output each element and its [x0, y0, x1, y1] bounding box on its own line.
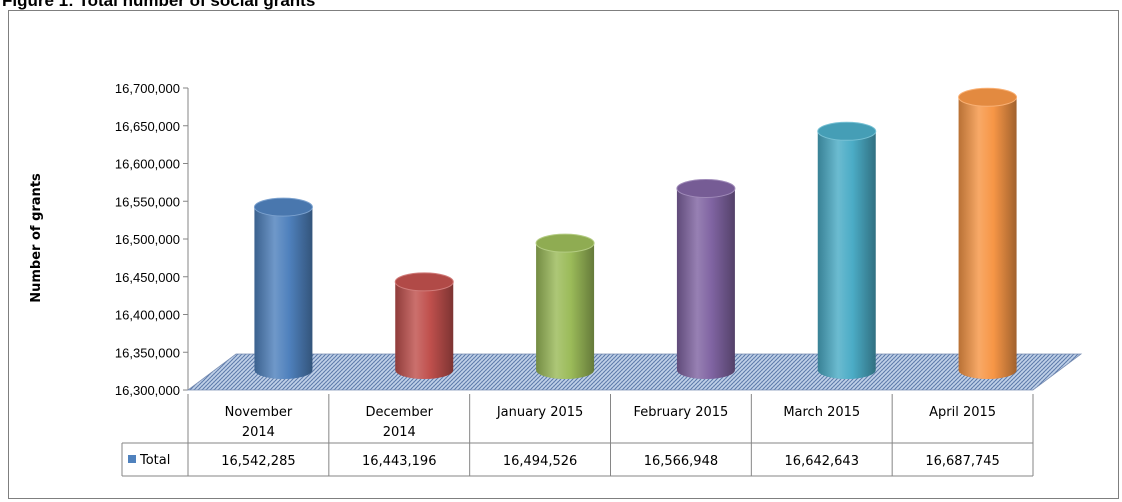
bar-6	[958, 87, 1018, 379]
y-tick-label: 16,300,000	[115, 383, 180, 398]
bar-top	[958, 87, 1018, 107]
y-tick-label: 16,600,000	[115, 157, 180, 172]
bar-body	[958, 97, 1017, 379]
category-label: December	[366, 405, 434, 420]
bar-body	[395, 281, 454, 379]
chart-floor	[186, 353, 1083, 391]
data-value-label: 16,687,745	[925, 454, 999, 469]
legend-key	[128, 455, 136, 463]
y-tick-label: 16,400,000	[115, 308, 180, 323]
bar-top	[394, 272, 454, 292]
category-label: January 2015	[496, 405, 584, 420]
data-value-label: 16,542,285	[221, 454, 295, 469]
y-tick-label: 16,550,000	[115, 194, 180, 209]
bar-body	[254, 207, 313, 379]
data-value-label: 16,494,526	[503, 454, 577, 469]
bar-top	[253, 197, 313, 217]
legend-series-name: Total	[139, 453, 170, 468]
data-value-label: 16,642,643	[785, 454, 859, 469]
bar-body	[817, 131, 876, 379]
data-value-label: 16,443,196	[362, 454, 436, 469]
y-tick-label: 16,350,000	[115, 345, 180, 360]
category-label: 2014	[242, 425, 275, 440]
y-tick-label: 16,650,000	[115, 119, 180, 134]
bar-5	[817, 121, 877, 379]
bar-top	[817, 121, 877, 141]
figure-title: Figure 1: Total number of social grants	[2, 0, 316, 10]
bar-body	[676, 188, 735, 379]
category-label: April 2015	[929, 405, 996, 420]
bar-2	[394, 272, 454, 379]
category-label: 2014	[383, 425, 416, 440]
y-tick-label: 16,700,000	[115, 81, 180, 96]
bar-1	[253, 197, 313, 379]
category-label: March 2015	[783, 405, 860, 420]
category-label: February 2015	[634, 405, 729, 420]
bar-top	[535, 233, 595, 253]
bar-top	[676, 178, 736, 198]
bar-body	[536, 243, 595, 379]
y-tick-label: 16,450,000	[115, 270, 180, 285]
y-axis-title: Number of grants	[29, 173, 44, 303]
category-label: November	[225, 405, 293, 420]
bar-4	[676, 178, 736, 379]
data-value-label: 16,566,948	[644, 454, 718, 469]
y-tick-label: 16,500,000	[115, 232, 180, 247]
bar-3	[535, 233, 595, 379]
